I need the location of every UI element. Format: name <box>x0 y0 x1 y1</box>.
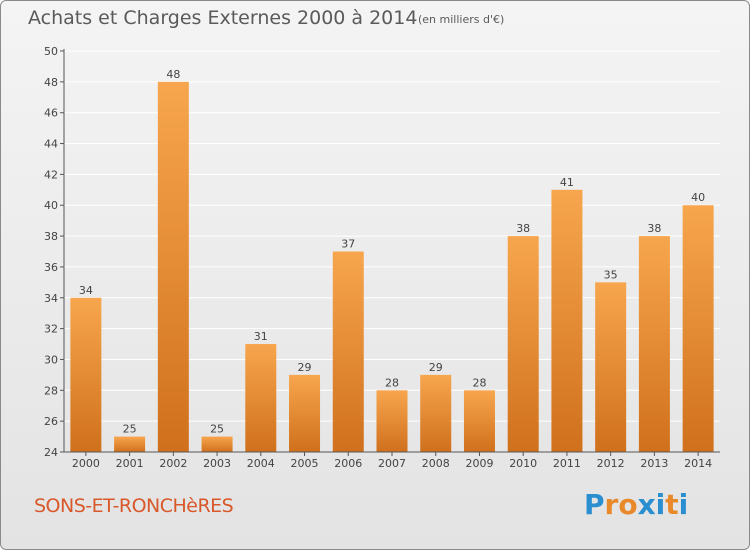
logo-letter: t <box>665 488 679 521</box>
y-tick-label: 26 <box>44 415 58 428</box>
bar <box>245 344 277 452</box>
x-tick-label: 2013 <box>640 457 668 470</box>
x-tick-label: 2009 <box>465 457 493 470</box>
data-label: 38 <box>516 222 530 235</box>
data-label: 25 <box>123 423 137 436</box>
data-label: 35 <box>604 268 618 281</box>
y-tick-label: 38 <box>44 230 58 243</box>
bar <box>638 236 670 452</box>
y-tick-label: 24 <box>44 446 58 459</box>
commune-name: SONS-ET-RONCHèRES <box>34 495 234 517</box>
y-tick-label: 44 <box>44 138 58 151</box>
x-tick-label: 2005 <box>291 457 319 470</box>
y-tick-label: 42 <box>44 168 58 181</box>
y-tick-label: 46 <box>44 107 58 120</box>
data-label: 38 <box>647 222 661 235</box>
bar <box>332 251 364 452</box>
data-label: 40 <box>691 191 705 204</box>
x-tick-label: 2004 <box>247 457 275 470</box>
data-label: 37 <box>341 238 355 251</box>
x-tick-label: 2008 <box>422 457 450 470</box>
data-label: 34 <box>79 284 93 297</box>
y-tick-label: 40 <box>44 199 58 212</box>
data-label: 41 <box>560 176 574 189</box>
logo-letter: i <box>678 488 689 521</box>
bar <box>463 390 495 452</box>
y-tick-label: 50 <box>44 45 58 58</box>
x-tick-label: 2014 <box>684 457 712 470</box>
x-tick-label: 2012 <box>597 457 625 470</box>
bar <box>70 297 102 452</box>
x-tick-label: 2007 <box>378 457 406 470</box>
data-label: 29 <box>429 361 443 374</box>
proxiti-logo: Proxiti <box>584 488 688 521</box>
y-tick-label: 30 <box>44 353 58 366</box>
logo-letter: i <box>655 488 666 521</box>
x-tick-label: 2000 <box>72 457 100 470</box>
x-tick-label: 2001 <box>116 457 144 470</box>
chart-title: Achats et Charges Externes 2000 à 2014 <box>28 7 418 29</box>
y-tick-label: 48 <box>44 76 58 89</box>
y-tick-label: 32 <box>44 323 58 336</box>
bar <box>551 189 583 453</box>
bar <box>420 374 452 452</box>
data-label: 25 <box>210 423 224 436</box>
bar <box>201 436 233 452</box>
bar <box>507 236 539 452</box>
bar <box>157 81 189 452</box>
logo-letter: x <box>637 488 656 521</box>
bar <box>289 374 321 452</box>
x-tick-label: 2003 <box>203 457 231 470</box>
y-tick-label: 34 <box>44 292 58 305</box>
x-tick-label: 2002 <box>159 457 187 470</box>
data-label: 29 <box>298 361 312 374</box>
y-tick-label: 28 <box>44 384 58 397</box>
x-tick-label: 2011 <box>553 457 581 470</box>
data-label: 48 <box>166 68 180 81</box>
logo-letter: P <box>584 488 605 521</box>
logo-letter: r <box>604 488 619 521</box>
bar <box>682 205 714 452</box>
bar <box>114 436 146 452</box>
logo-letter: o <box>618 488 638 521</box>
unit-label: (en milliers d'€) <box>418 13 505 26</box>
bar <box>595 282 627 452</box>
bar <box>376 390 408 452</box>
x-tick-label: 2006 <box>334 457 362 470</box>
data-label: 28 <box>385 376 399 389</box>
data-label: 31 <box>254 330 268 343</box>
x-tick-label: 2010 <box>509 457 537 470</box>
data-label: 28 <box>472 376 486 389</box>
y-tick-label: 36 <box>44 261 58 274</box>
